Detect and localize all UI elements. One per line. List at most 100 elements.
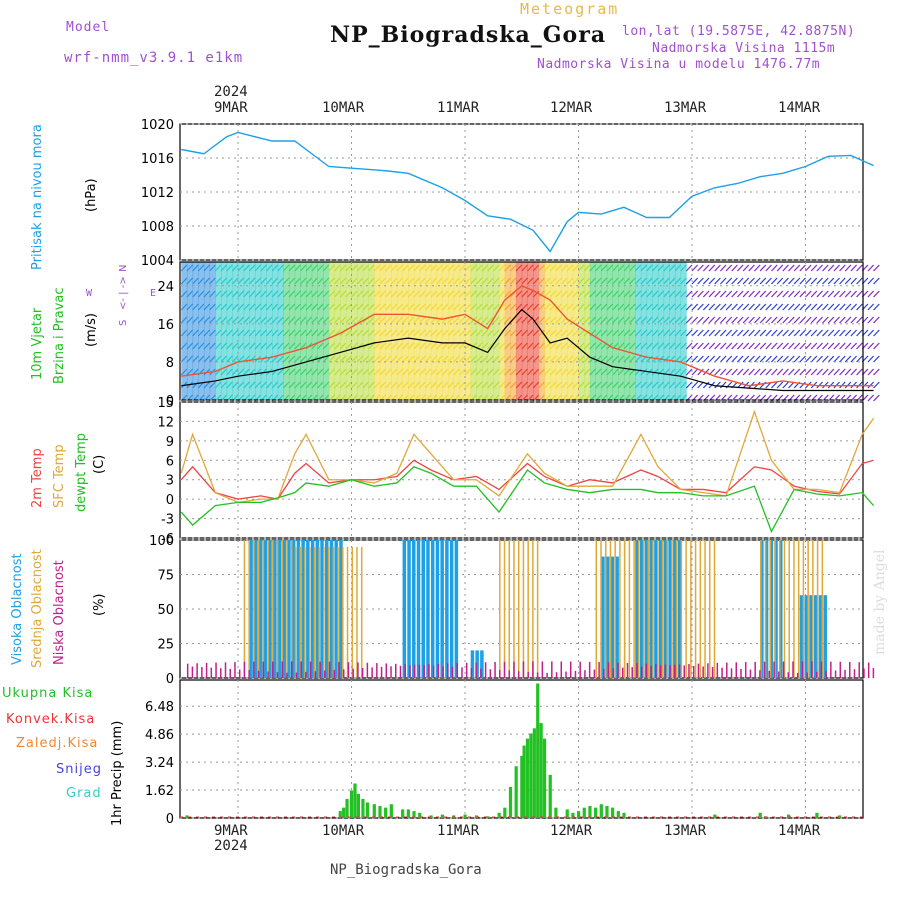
precip-bar [353, 783, 357, 818]
wind-barb [288, 381, 296, 389]
wind-barb [640, 342, 648, 350]
wind-barb [521, 264, 528, 272]
date-top-1: 10MAR [322, 100, 365, 116]
wind-barb [583, 316, 591, 324]
wind-barb [651, 342, 659, 350]
wind-barb [719, 316, 727, 324]
wind-barb [634, 316, 642, 324]
wind-barb [419, 290, 426, 298]
wind-barb [827, 342, 835, 350]
wind-barb [793, 355, 801, 363]
wind-barb [402, 368, 409, 376]
wind-barb [805, 329, 812, 337]
cloud-bar [484, 662, 487, 678]
wind-barb [566, 381, 574, 389]
wind-barb [753, 368, 761, 376]
cloud-bar [437, 663, 440, 678]
wind-barb [441, 277, 449, 285]
wind-barb [243, 342, 250, 350]
wind-barb [572, 290, 579, 298]
wind-barb [487, 277, 494, 285]
cloud-bar [853, 669, 856, 678]
wind-barb [725, 355, 733, 363]
cloud-bar [654, 540, 658, 678]
wind-barb [402, 290, 409, 298]
wind-barb [549, 277, 557, 285]
wind-barb [555, 303, 562, 311]
wind-barb [674, 368, 682, 376]
wind-barb [725, 368, 733, 376]
wind-barb [492, 290, 500, 298]
wind-barb [765, 303, 772, 311]
cloud-bar [253, 661, 255, 678]
wind-barb [856, 290, 863, 298]
wind-barb [197, 342, 205, 350]
wind-barb [288, 342, 296, 350]
wind-barb [282, 303, 290, 311]
wind-barb [419, 381, 426, 389]
wind-color-band [379, 262, 387, 400]
wind-barb [799, 342, 806, 350]
wind-barb [265, 381, 273, 389]
wind-barb [736, 290, 744, 298]
wind-barb [816, 316, 823, 324]
wind-barb [458, 303, 466, 311]
wind-barb [680, 316, 687, 324]
wind-barb [646, 264, 653, 272]
wind-barb [237, 264, 245, 272]
wind-barb [799, 290, 806, 298]
wind-barb [583, 264, 591, 272]
cloud-bar [267, 671, 269, 678]
wind-barb [839, 368, 846, 376]
wind-barb [685, 316, 693, 324]
cloud-bar [306, 540, 310, 678]
cloud-bar [536, 672, 539, 678]
wind-barb [810, 277, 818, 285]
wind-barb [651, 368, 659, 376]
wind-barb [458, 381, 466, 389]
wind-barb [873, 277, 880, 285]
compass-w: W [86, 288, 93, 299]
wind-barb [844, 342, 852, 350]
wind-color-band [255, 262, 262, 400]
wind-barb [328, 303, 335, 311]
lonlat: lon,lat (19.5875E, 42.8875N) [622, 24, 856, 39]
cloud-bar [243, 540, 246, 678]
wind-barb [538, 290, 545, 298]
wind-barb [368, 368, 375, 376]
wind-barb [651, 277, 659, 285]
wind-barb [441, 264, 449, 272]
wind-barb [742, 303, 750, 311]
wind-barb [441, 329, 449, 337]
wind-barb [719, 381, 727, 389]
cloud-bar [404, 664, 406, 678]
wind-barb [629, 316, 636, 324]
cloud-bar [655, 664, 657, 678]
wind-barb [339, 290, 347, 298]
wind-barb [765, 290, 772, 298]
wind-barb [487, 329, 494, 337]
wind-barb [816, 381, 823, 389]
precip-bar [525, 738, 530, 818]
wind-barb [583, 342, 591, 350]
wind-barb [742, 290, 750, 298]
wind-barb [458, 342, 466, 350]
precip-bar [599, 804, 603, 818]
cloud-bar [639, 540, 644, 678]
wind-barb [413, 316, 421, 324]
wind-barb [424, 342, 432, 350]
wind-barb [254, 329, 262, 337]
wind-barb [487, 290, 494, 298]
cloud-bar [839, 661, 842, 678]
wind-barb [657, 316, 665, 324]
cloud-bar [323, 546, 325, 678]
cloud-bar [726, 662, 728, 678]
wind-barb [583, 381, 591, 389]
wind-barb [685, 303, 693, 311]
wind-barb [731, 342, 738, 350]
wind-barb [407, 355, 415, 363]
cloud-bar [299, 546, 301, 678]
precip-bar [497, 812, 501, 818]
wind-barb [799, 303, 806, 311]
cloud-bar [721, 667, 723, 678]
